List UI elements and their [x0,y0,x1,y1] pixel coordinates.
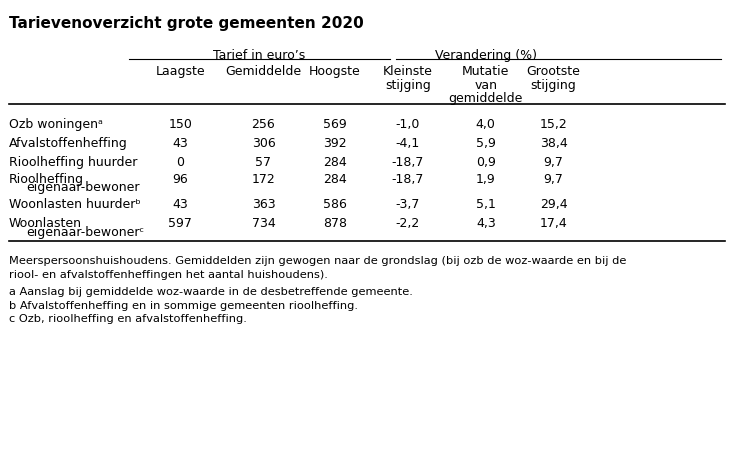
Text: -18,7: -18,7 [392,156,424,169]
Text: Tarief in euro’s: Tarief in euro’s [213,49,305,62]
Text: -3,7: -3,7 [395,198,420,211]
Text: Ozb woningenᵃ: Ozb woningenᵃ [9,118,103,130]
Text: 4,0: 4,0 [475,118,496,130]
Text: 586: 586 [323,198,347,211]
Text: Laagste: Laagste [155,65,205,78]
Text: gemiddelde: gemiddelde [448,92,523,105]
Text: 0,9: 0,9 [475,156,496,169]
Text: 284: 284 [323,173,347,186]
Text: 4,3: 4,3 [476,217,495,230]
Text: 96: 96 [172,173,188,186]
Text: stijging: stijging [531,79,576,92]
Text: 0: 0 [177,156,184,169]
Text: Tarievenoverzicht grote gemeenten 2020: Tarievenoverzicht grote gemeenten 2020 [9,16,364,31]
Text: 172: 172 [252,173,275,186]
Text: 43: 43 [172,198,188,211]
Text: 597: 597 [169,217,192,230]
Text: a Aanslag bij gemiddelde woz-waarde in de desbetreffende gemeente.: a Aanslag bij gemiddelde woz-waarde in d… [9,287,413,297]
Text: Woonlasten huurderᵇ: Woonlasten huurderᵇ [9,198,141,211]
Text: 5,9: 5,9 [475,137,496,150]
Text: Rioolheffing huurder: Rioolheffing huurder [9,156,137,169]
Text: 57: 57 [255,156,272,169]
Text: 43: 43 [172,137,188,150]
Text: b Afvalstoffenheffing en in sommige gemeenten rioolheffing.: b Afvalstoffenheffing en in sommige geme… [9,301,358,311]
Text: 38,4: 38,4 [539,137,567,150]
Text: Grootste: Grootste [526,65,581,78]
Text: 1,9: 1,9 [476,173,495,186]
Text: 5,1: 5,1 [475,198,496,211]
Text: riool- en afvalstoffenheffingen het aantal huishoudens).: riool- en afvalstoffenheffingen het aant… [9,270,328,280]
Text: 15,2: 15,2 [539,118,567,130]
Text: 363: 363 [252,198,275,211]
Text: 29,4: 29,4 [539,198,567,211]
Text: 9,7: 9,7 [543,156,564,169]
Text: 734: 734 [252,217,275,230]
Text: van: van [474,79,498,92]
Text: -2,2: -2,2 [396,217,420,230]
Text: Rioolheffing: Rioolheffing [9,173,84,186]
Text: 9,7: 9,7 [543,173,564,186]
Text: 17,4: 17,4 [539,217,567,230]
Text: Verandering (%): Verandering (%) [435,49,537,62]
Text: 150: 150 [169,118,192,130]
Text: 306: 306 [252,137,275,150]
Text: Kleinste: Kleinste [383,65,433,78]
Text: eigenaar-bewoner: eigenaar-bewoner [26,181,139,194]
Text: Afvalstoffenheffing: Afvalstoffenheffing [9,137,127,150]
Text: c Ozb, rioolheffing en afvalstoffenheffing.: c Ozb, rioolheffing en afvalstoffenheffi… [9,314,247,325]
Text: -1,0: -1,0 [395,118,420,130]
Text: 392: 392 [323,137,347,150]
Text: Woonlasten: Woonlasten [9,217,82,230]
Text: 569: 569 [323,118,347,130]
Text: stijging: stijging [385,79,431,92]
Text: 284: 284 [323,156,347,169]
Text: Mutatie: Mutatie [462,65,509,78]
Text: -18,7: -18,7 [392,173,424,186]
Text: Gemiddelde: Gemiddelde [225,65,302,78]
Text: Meerspersoonshuishoudens. Gemiddelden zijn gewogen naar de grondslag (bij ozb de: Meerspersoonshuishoudens. Gemiddelden zi… [9,256,626,266]
Text: 256: 256 [252,118,275,130]
Text: -4,1: -4,1 [396,137,420,150]
Text: 878: 878 [323,217,347,230]
Text: Hoogste: Hoogste [309,65,361,78]
Text: eigenaar-bewonerᶜ: eigenaar-bewonerᶜ [26,226,144,239]
